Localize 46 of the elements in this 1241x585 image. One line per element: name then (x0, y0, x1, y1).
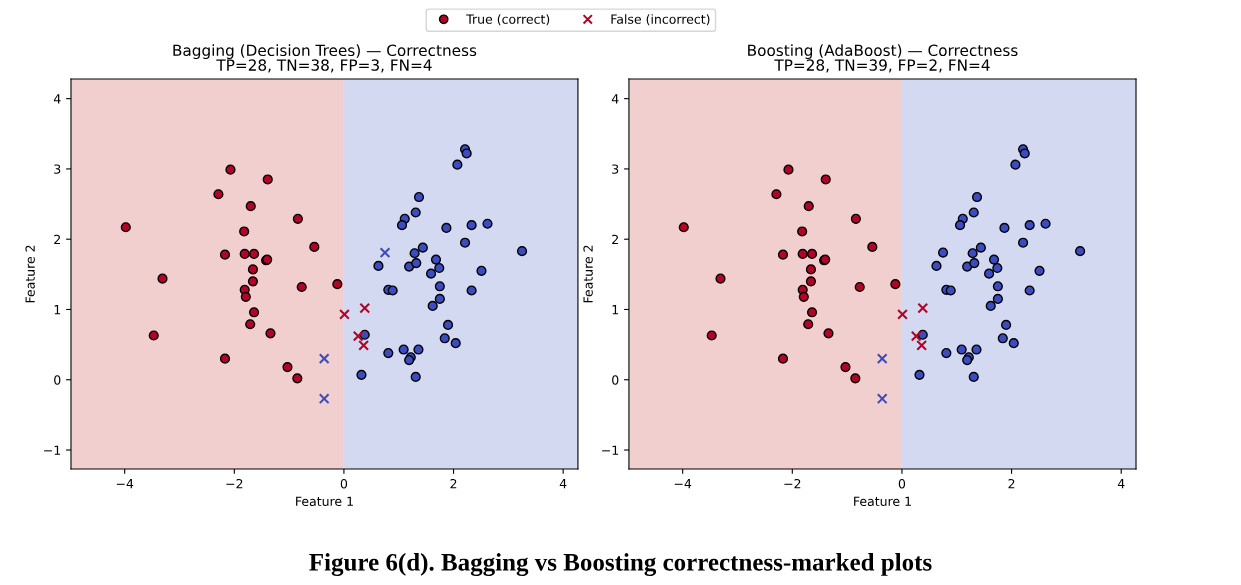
y-tick-label: 1 (612, 305, 619, 315)
point (318, 393, 330, 405)
x-tick-label: 0 (340, 478, 348, 489)
y-tick-label: 2 (54, 234, 61, 244)
point (876, 353, 888, 365)
point (379, 247, 391, 258)
y-axis-title: Feature 2 (25, 245, 35, 303)
x-tick-label: −2 (784, 478, 801, 489)
x-tick-label: −4 (674, 479, 692, 489)
legend-label: True (correct) (466, 14, 550, 26)
y-tick-label: −1 (44, 445, 61, 455)
x-tick-label: −4 (116, 479, 134, 489)
y-tick-label: 0 (612, 375, 619, 385)
x-tick-label: 2 (1008, 478, 1015, 489)
point (897, 308, 908, 320)
y-tick-label: 4 (611, 94, 619, 104)
y-tick-label: 2 (612, 234, 618, 244)
chart-title: Bagging (Decision Trees) — Correctness (173, 44, 477, 60)
x-tick-label: −2 (226, 478, 243, 489)
point (339, 308, 350, 320)
y-tick-label: 1 (54, 305, 61, 315)
point (916, 339, 928, 351)
y-tick-label: 4 (53, 94, 61, 104)
y-tick-label: 0 (54, 375, 61, 385)
x-tick-label: 0 (898, 478, 906, 489)
x-tick-label: 4 (1117, 479, 1125, 489)
chart-title: Boosting (AdaBoost) — Correctness (748, 44, 1018, 60)
legend-label: False (incorrect) (611, 14, 710, 26)
point (352, 330, 364, 342)
point (318, 353, 330, 365)
point (359, 302, 371, 314)
x-axis-title: Feature 1 (296, 496, 353, 507)
y-tick-label: 3 (54, 164, 61, 174)
x-tick-label: 4 (559, 479, 567, 489)
point (917, 302, 929, 314)
x-tick-label: 2 (450, 478, 457, 489)
caption: Figure 6(d). Bagging vs Boosting correctness-marked plots (309, 553, 932, 576)
point (910, 330, 922, 342)
x-axis-title: Feature 1 (854, 496, 911, 507)
y-tick-label: −1 (602, 445, 619, 455)
point (358, 339, 370, 351)
y-axis-title: Feature 2 (583, 245, 593, 303)
y-tick-label: 3 (612, 164, 619, 174)
chart-subtitle: TP=28, TN=39, FP=2, FN=4 (774, 59, 990, 73)
chart-subtitle: TP=28, TN=38, FP=3, FN=4 (216, 59, 432, 73)
point (876, 393, 888, 405)
